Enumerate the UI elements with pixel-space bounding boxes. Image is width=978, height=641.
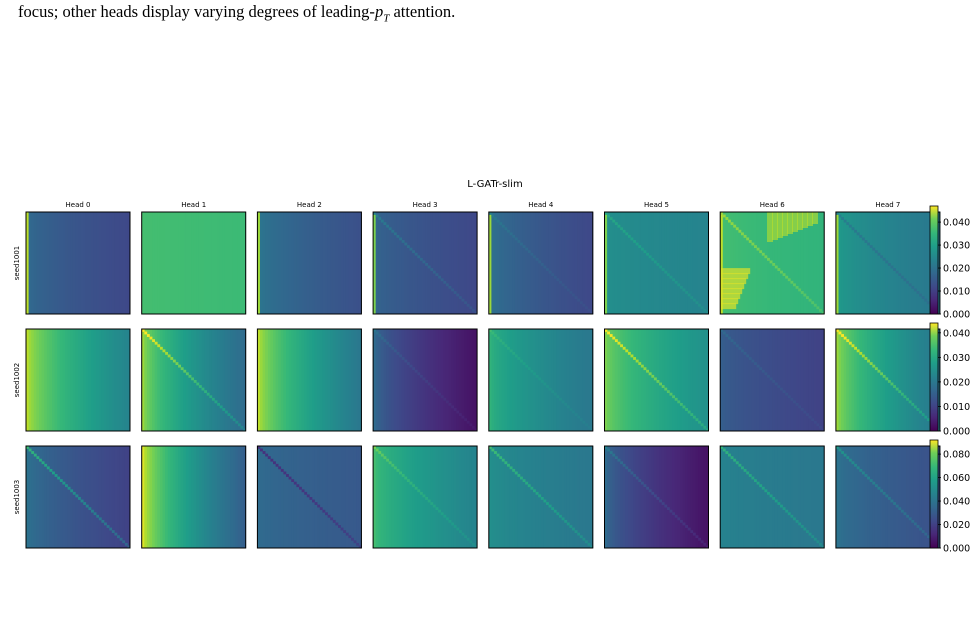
colorbar-tick-label: 0.020 [943, 520, 970, 531]
attention-heatmap [25, 328, 131, 432]
head-label: Head 1 [181, 201, 206, 209]
colorbar-tick-label: 0.040 [943, 497, 970, 508]
attention-heatmap [372, 211, 478, 315]
attention-heatmap [719, 445, 825, 549]
attention-heatmap [141, 211, 247, 315]
colorbar-tick-label: 0.000 [943, 427, 970, 438]
colorbar-tick-label: 0.080 [943, 450, 970, 461]
colorbar: 0.040 0.030 0.020 0.010 0.000 [929, 322, 970, 438]
attention-heatmap [604, 328, 709, 432]
attention-heatmap [141, 328, 247, 432]
attention-heatmap [604, 445, 709, 549]
seed-label: seed1003 [13, 480, 21, 515]
caption-text: focus; other heads display varying degre… [18, 2, 375, 21]
attention-heatmap [256, 445, 362, 549]
attention-heatmap [256, 328, 362, 432]
seed-label: seed1002 [13, 363, 21, 398]
attention-heatmap [488, 328, 594, 432]
colorbar-tick-label: 0.000 [943, 310, 970, 321]
colorbar: 0.080 0.060 0.040 0.020 0.000 [929, 439, 970, 555]
figure-caption: focus; other heads display varying degre… [18, 2, 968, 28]
attention-heatmap [719, 211, 825, 315]
colorbar-tick-label: 0.000 [943, 544, 970, 555]
colorbar-tick-label: 0.020 [943, 264, 970, 275]
colorbar-tick-label: 0.040 [943, 218, 970, 229]
attention-heatmap [488, 211, 594, 315]
attention-heatmap [372, 328, 478, 432]
attention-heatmap [372, 445, 478, 549]
figure-title: L-GATr-slim [467, 179, 522, 190]
colorbar-tick-label: 0.060 [943, 473, 970, 484]
head-label: Head 3 [413, 201, 438, 209]
caption-math: pT [374, 2, 390, 25]
attention-heatmap [835, 328, 941, 432]
attention-heatmap [835, 211, 941, 315]
colorbar-tick-label: 0.010 [943, 402, 970, 413]
colorbar-tick-label: 0.040 [943, 328, 970, 339]
attention-heatmap [488, 445, 594, 549]
seed-label: seed1001 [13, 246, 21, 281]
attention-heatmap [719, 328, 825, 432]
head-label: Head 7 [875, 201, 900, 209]
attention-heatmap [25, 211, 131, 315]
attention-heatmap [835, 445, 941, 549]
attention-heatmap [141, 445, 247, 549]
attention-heatmap [25, 445, 131, 549]
colorbar-tick-label: 0.030 [943, 241, 970, 252]
attention-heatmap [256, 211, 362, 315]
colorbar-tick-label: 0.010 [943, 287, 970, 298]
colorbar-tick-label: 0.020 [943, 377, 970, 388]
colorbar-tick-label: 0.030 [943, 353, 970, 364]
caption-tail: attention. [389, 2, 456, 21]
head-label: Head 0 [66, 201, 91, 209]
head-label: Head 6 [760, 201, 786, 209]
attention-heatmap [604, 211, 709, 315]
head-label: Head 4 [528, 201, 554, 209]
head-label: Head 2 [297, 201, 322, 209]
head-label: Head 5 [644, 201, 669, 209]
colorbar: 0.040 0.030 0.020 0.010 0.000 [929, 205, 970, 321]
